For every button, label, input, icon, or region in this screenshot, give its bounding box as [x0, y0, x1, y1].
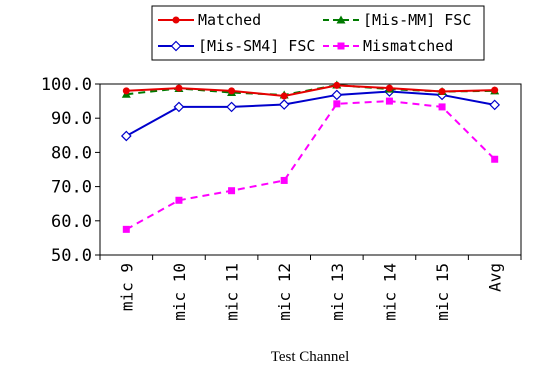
- series-line: [126, 84, 495, 97]
- data-point: [385, 84, 393, 92]
- x-tick-label: mic 14: [380, 263, 399, 321]
- data-point: [173, 101, 185, 113]
- data-point: [489, 99, 501, 111]
- legend-entry: Matched: [158, 11, 261, 29]
- series-layer: [120, 80, 501, 233]
- legend-label: [Mis-MM] FSC: [363, 11, 471, 29]
- legend-label: Mismatched: [363, 37, 453, 55]
- legend-swatch-marker: [170, 40, 182, 52]
- data-point: [175, 196, 183, 204]
- series-3: [122, 97, 499, 233]
- x-tick-label: mic 13: [328, 263, 347, 321]
- y-tick-label: 80.0: [51, 143, 92, 163]
- y-tick-label: 60.0: [51, 212, 92, 232]
- data-point: [331, 89, 343, 101]
- series-0: [122, 81, 499, 100]
- legend-label: Matched: [198, 11, 261, 29]
- data-point: [280, 176, 288, 184]
- x-axis-label: Test Channel: [271, 349, 350, 365]
- x-tick-label: mic 15: [433, 263, 452, 321]
- data-point: [120, 130, 132, 142]
- legend-entry: [Mis-SM4] FSC: [158, 37, 315, 55]
- data-point: [228, 187, 236, 195]
- data-point: [491, 86, 499, 94]
- data-point: [491, 155, 499, 163]
- x-tick-label: mic 10: [170, 263, 189, 321]
- legend-swatch-marker: [336, 15, 346, 24]
- legend-box: [151, 5, 485, 61]
- data-point: [385, 97, 393, 105]
- data-point: [333, 100, 341, 108]
- y-tick-label: 100.0: [41, 75, 92, 95]
- legend-swatch-marker: [172, 16, 180, 24]
- y-tick-label: 70.0: [51, 178, 92, 198]
- data-point: [122, 225, 130, 233]
- data-point: [175, 84, 183, 92]
- plot-frame: [99, 83, 522, 256]
- data-point: [438, 88, 446, 96]
- y-tick-label: 50.0: [51, 246, 92, 266]
- x-tick-label: Avg: [486, 263, 505, 292]
- legend-entry: [Mis-MM] FSC: [323, 11, 471, 29]
- series-2: [120, 86, 501, 142]
- y-tick-label: 90.0: [51, 109, 92, 129]
- data-point: [333, 81, 341, 89]
- legend-swatch-marker: [337, 42, 345, 50]
- data-point: [280, 92, 288, 100]
- y-axis: 100.0 90.0 80.0 70.0 60.0 50.0: [41, 75, 100, 266]
- legend-label: [Mis-SM4] FSC: [198, 37, 315, 55]
- data-point: [226, 101, 237, 113]
- legend-entry: Mismatched: [323, 37, 453, 55]
- data-point: [278, 99, 290, 110]
- plot-area: [99, 83, 522, 256]
- series-line: [125, 90, 495, 137]
- x-tick-label: mic 12: [275, 263, 294, 321]
- x-tick-label: mic 11: [223, 263, 242, 321]
- x-tick-label: mic 9: [117, 263, 136, 311]
- data-point: [228, 87, 236, 95]
- data-point: [122, 87, 130, 95]
- data-point: [438, 103, 446, 111]
- legend: Matched [Mis-MM] FSC [Mis-SM4] FSC Mismatch…: [151, 5, 485, 61]
- x-axis: mic 9 mic 10 mic 11 mic 12 mic 13 mic 14 mic 1…: [99, 255, 522, 321]
